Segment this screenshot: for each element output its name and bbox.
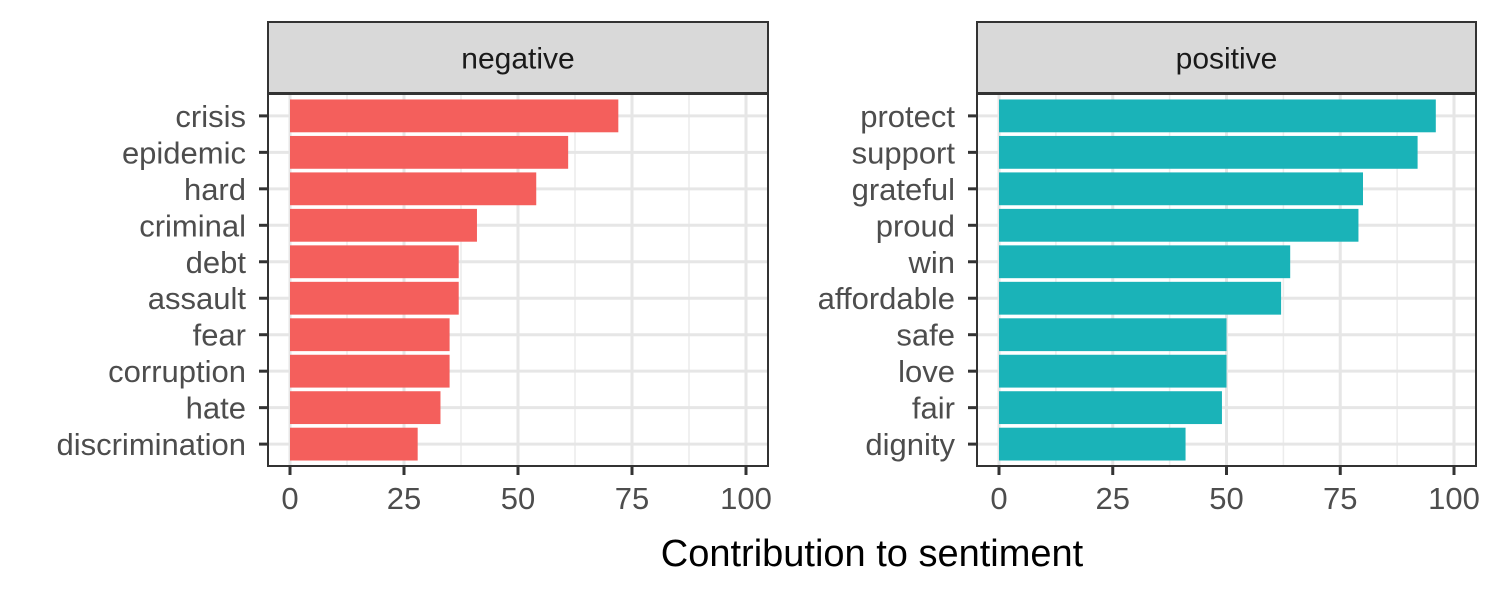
y-tick-label: grateful (852, 172, 955, 207)
y-tick-label: proud (876, 208, 955, 243)
facet-strip (976, 21, 1477, 94)
x-tick-label: 75 (1323, 481, 1357, 516)
bar-protect (999, 99, 1436, 133)
y-tick-label: safe (896, 318, 955, 353)
y-tick-label: debt (186, 245, 247, 280)
bar-support (999, 135, 1418, 169)
y-tick-label: fear (193, 318, 246, 353)
bar-hate (290, 391, 441, 425)
bar-win (999, 245, 1291, 279)
panel-negative: negative crisisepidemichardcriminaldebtas… (56, 21, 772, 516)
bar-safe (999, 318, 1227, 352)
bar-epidemic (290, 135, 569, 169)
x-tick-label: 25 (1096, 481, 1130, 516)
bar-debt (290, 245, 459, 279)
bar-hard (290, 172, 537, 206)
bar-fair (999, 391, 1222, 425)
y-tick-label: support (852, 135, 956, 170)
y-tick-label: hard (184, 172, 246, 207)
x-tick-label: 50 (501, 481, 535, 516)
bar-criminal (290, 208, 477, 242)
y-tick-label: epidemic (122, 135, 246, 170)
x-tick-label: 50 (1209, 481, 1243, 516)
y-tick-label: dignity (865, 427, 955, 462)
x-tick-label: 0 (281, 481, 298, 516)
y-tick-label: fair (912, 391, 955, 426)
y-tick-label: affordable (818, 281, 955, 316)
y-tick-label: crisis (175, 99, 246, 134)
bar-fear (290, 318, 450, 352)
y-tick-label: hate (186, 391, 246, 426)
facet-strip (267, 21, 769, 94)
bar-proud (999, 208, 1359, 242)
bar-grateful (999, 172, 1363, 206)
bar-dignity (999, 427, 1186, 461)
y-tick-label: assault (148, 281, 247, 316)
facet-strip-label: negative (461, 43, 574, 76)
x-tick-label: 25 (387, 481, 421, 516)
panel-positive: positive protectsupportgratefulproudwinaf… (818, 21, 1480, 516)
y-tick-label: protect (860, 99, 955, 134)
x-tick-label: 100 (1428, 481, 1480, 516)
x-tick-label: 100 (720, 481, 772, 516)
x-axis-title: Contribution to sentiment (661, 533, 1084, 575)
y-tick-label: win (907, 245, 955, 280)
y-tick-label: criminal (139, 208, 246, 243)
bar-love (999, 354, 1227, 388)
y-tick-label: love (898, 354, 955, 389)
x-tick-label: 75 (615, 481, 649, 516)
y-tick-label: discrimination (56, 427, 246, 462)
y-tick-label: corruption (108, 354, 246, 389)
bar-affordable (999, 281, 1282, 315)
facet-strip-label: positive (1176, 43, 1278, 76)
bar-corruption (290, 354, 450, 388)
x-tick-label: 0 (990, 481, 1007, 516)
bar-crisis (290, 99, 619, 133)
bar-discrimination (290, 427, 418, 461)
bar-assault (290, 281, 459, 315)
